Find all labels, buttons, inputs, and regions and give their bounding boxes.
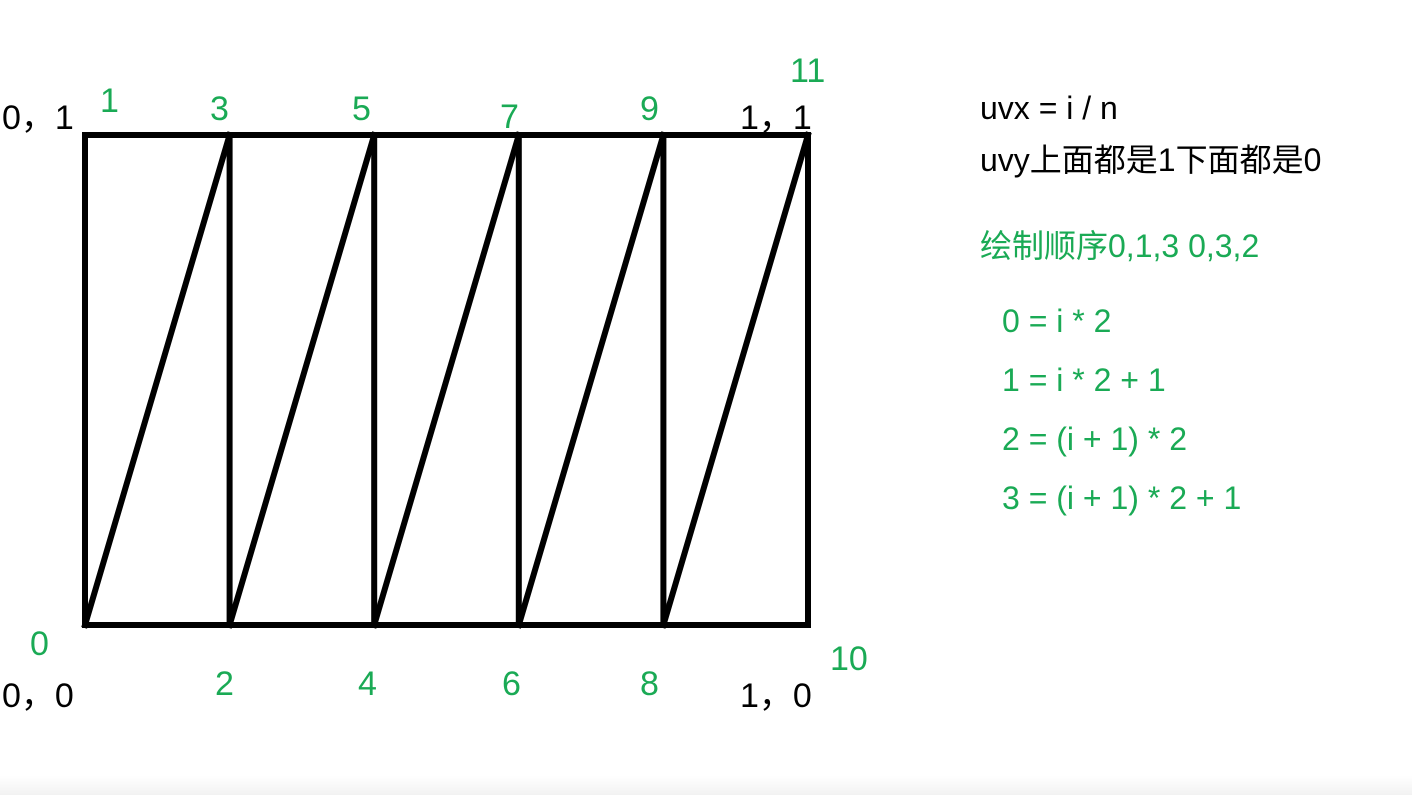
bottom-vertex-label-0: 0 (30, 625, 49, 664)
corner-label-2: 0，0 (2, 668, 74, 717)
top-vertex-label-0: 1 (100, 82, 119, 121)
bottom-vertex-label-5: 10 (830, 640, 868, 679)
formula-uvy: uvy上面都是1下面都是0 (980, 135, 1400, 181)
bottom-vertex-label-1: 2 (215, 665, 234, 704)
bottom-vertex-label-4: 8 (640, 665, 659, 704)
top-vertex-label-1: 3 (210, 90, 229, 129)
top-vertex-label-3: 7 (500, 98, 519, 137)
formula-f3: 3 = (i + 1) * 2 + 1 (980, 480, 1400, 517)
formula-f2: 2 = (i + 1) * 2 (980, 421, 1400, 458)
formula-f1: 1 = i * 2 + 1 (980, 362, 1400, 399)
bottom-vertex-label-2: 4 (358, 665, 377, 704)
bottom-vertex-label-3: 6 (502, 665, 521, 704)
bottom-shadow (0, 775, 1412, 795)
top-vertex-label-5: 11 (790, 52, 825, 91)
formula-uvx: uvx = i / n (980, 90, 1400, 127)
corner-label-3: 1，0 (740, 668, 812, 717)
formula-block: uvx = i / n uvy上面都是1下面都是0 绘制顺序0,1,3 0,3,2 0… (980, 90, 1400, 517)
diagram-container: { "canvas": { "width": 1412, "height": 7… (0, 0, 1412, 795)
formula-order: 绘制顺序0,1,3 0,3,2 (980, 221, 1400, 267)
formula-f0: 0 = i * 2 (980, 303, 1400, 340)
top-vertex-label-2: 5 (352, 90, 371, 129)
corner-label-1: 1，1 (740, 90, 812, 139)
corner-label-0: 0，1 (2, 90, 74, 139)
top-vertex-label-4: 9 (640, 90, 659, 129)
